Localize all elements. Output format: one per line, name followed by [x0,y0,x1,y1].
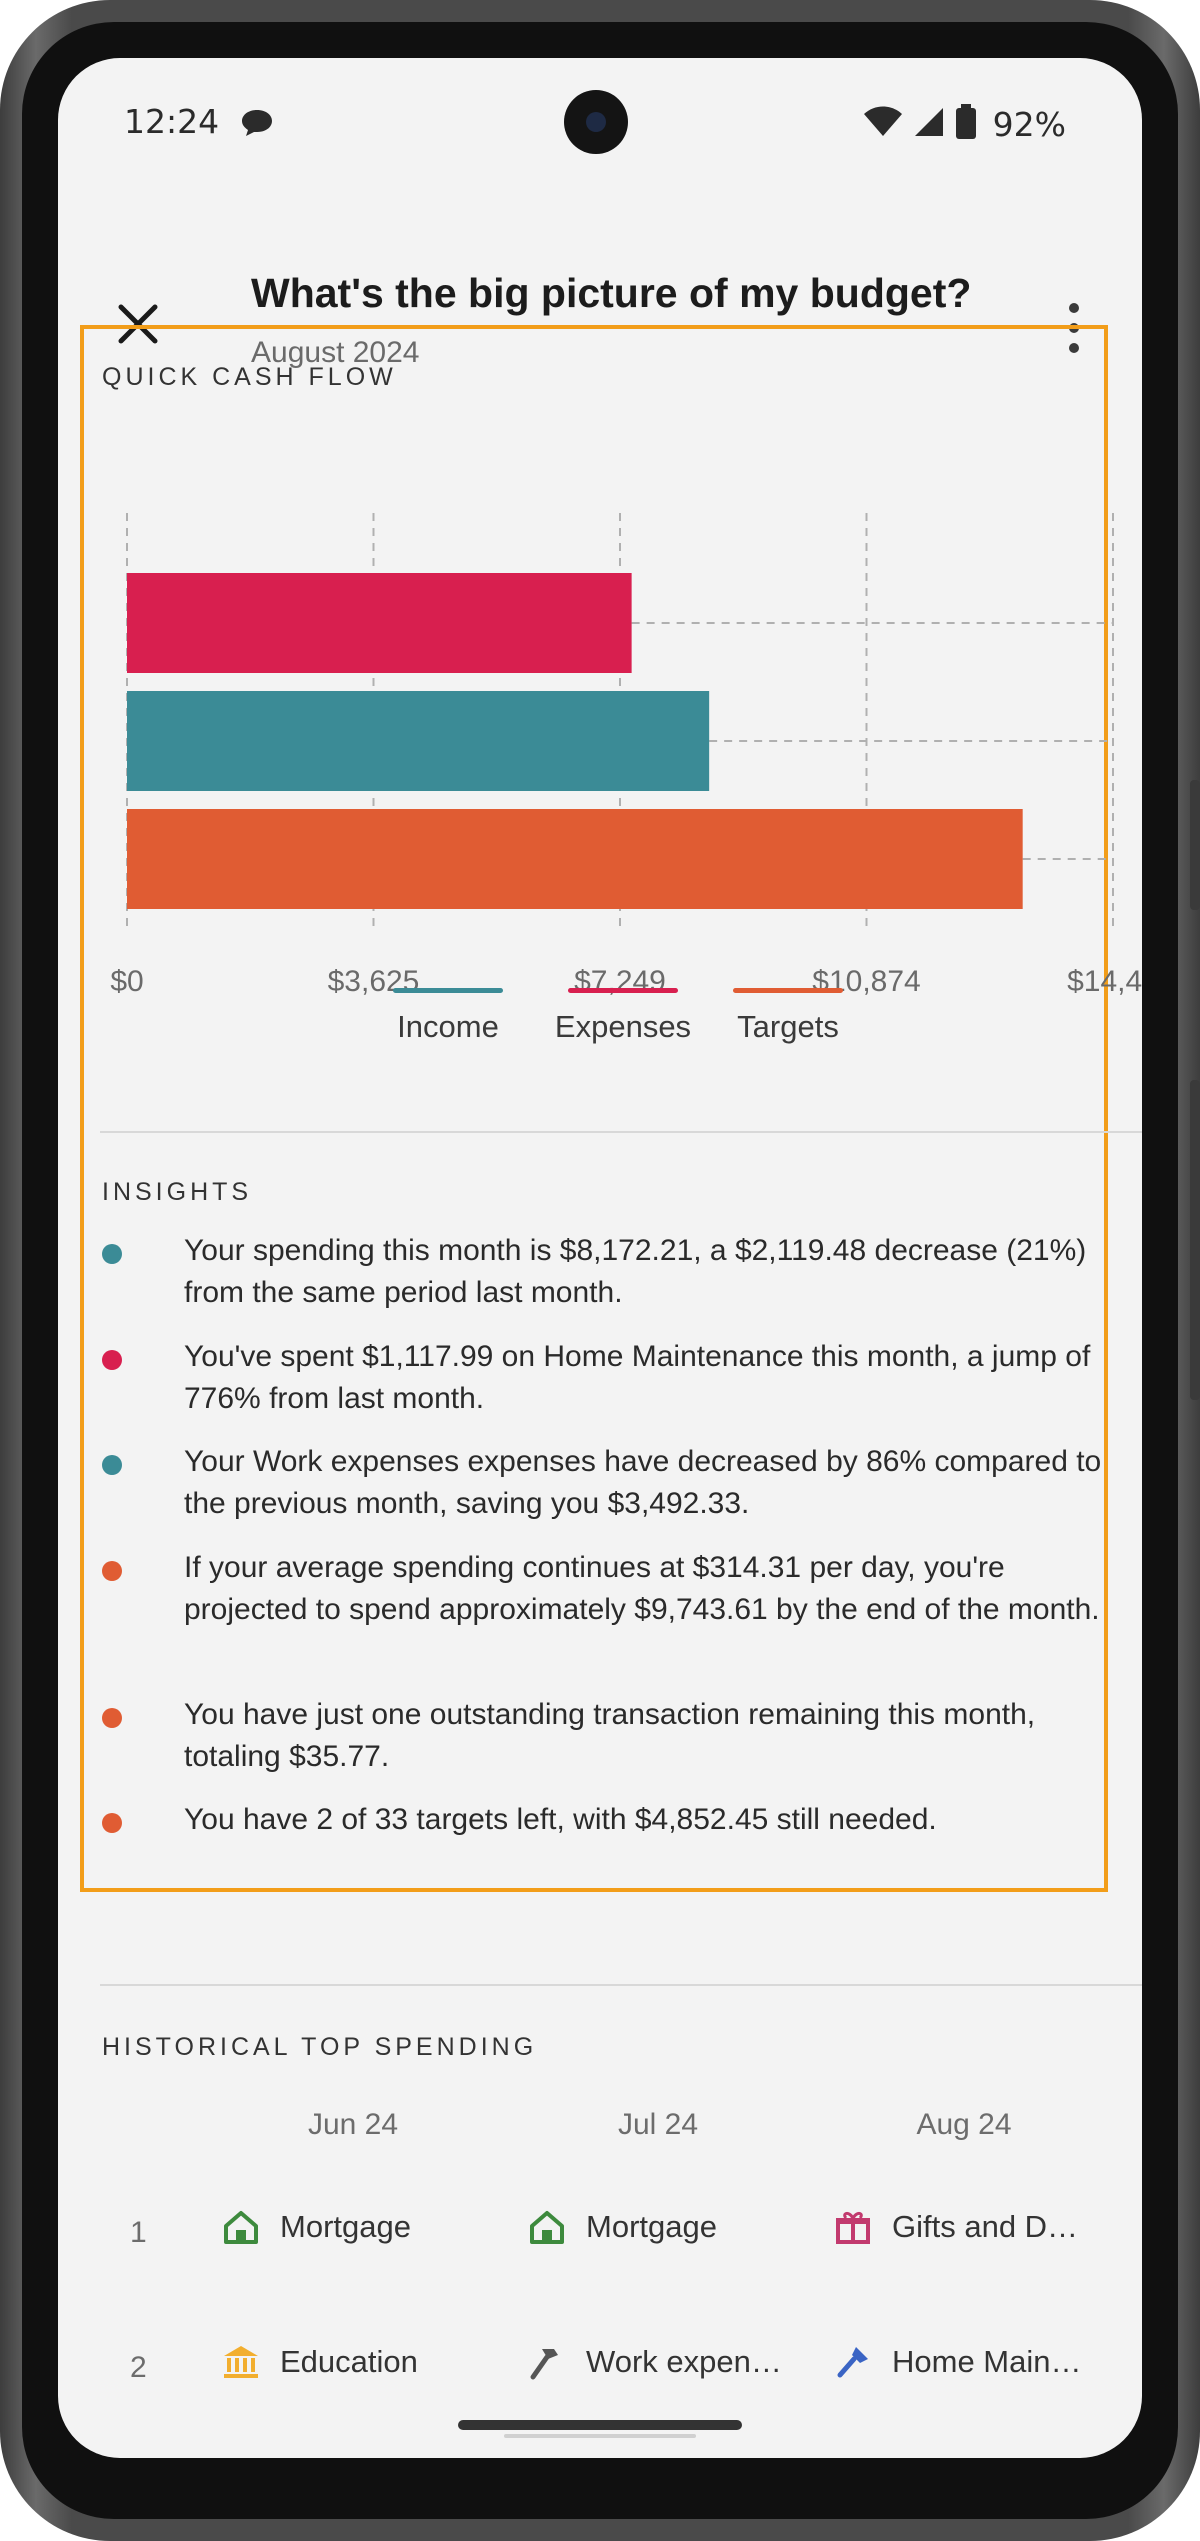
category-label: Mortgage [586,2209,717,2244]
paintbrush-icon [837,2347,868,2378]
section-divider [100,1984,1142,1986]
signal-icon [913,106,945,142]
rank-number: 2 [130,2351,147,2384]
home-gesture-shadow [504,2434,696,2438]
category-label: Mortgage [280,2209,411,2244]
legend-swatch-expenses [568,988,678,993]
status-time: 12:24 [124,102,220,141]
insight-bullet [102,1708,122,1728]
gift-icon [836,2211,870,2244]
historical-section-title: HISTORICAL TOP SPENDING [102,2033,538,2061]
insight-text: Your spending this month is $8,172.21, a… [184,1234,1087,1309]
insight-bullet [102,1813,122,1833]
bar-targets [127,809,1023,909]
bar-income [127,691,710,791]
spending-category-cell[interactable]: Gifts and D… [834,2208,1078,2246]
insight-bullet [102,1561,122,1581]
insights-section-title: INSIGHTS [102,1178,253,1206]
x-tick-label: $0 [110,965,143,998]
section-divider [100,1131,1142,1133]
wifi-icon [863,106,903,142]
close-icon [118,304,158,344]
bar-expenses [127,573,632,673]
bank-icon [224,2346,258,2378]
more-vertical-icon [1069,303,1079,353]
cash-flow-section-title: QUICK CASH FLOW [102,363,397,391]
battery-percentage: 92% [992,104,1066,144]
house-icon [224,2211,258,2244]
category-label: Work expen… [586,2344,782,2379]
rank-number: 1 [130,2216,147,2249]
spending-category-cell[interactable]: Home Main… [834,2343,1082,2381]
home-gesture-bar[interactable] [458,2420,742,2430]
volume-button [1190,1080,1200,1400]
screen: 12:24 92% What's the big picture of m [58,58,1142,2458]
spending-category-cell[interactable]: Education [222,2343,418,2381]
cash-flow-bar-chart: $0$3,625$7,249$10,874$14,49 [110,513,1142,998]
legend-item-income: Income [373,988,523,1045]
category-label: Home Main… [892,2344,1082,2379]
close-button[interactable] [108,294,168,354]
spending-category-cell[interactable]: Work expen… [528,2343,782,2381]
legend-label-targets: Targets [737,1009,839,1044]
month-header: Jun 24 [307,2108,399,2141]
insight-bullet [102,1455,122,1475]
legend-item-expenses: Expenses [523,988,723,1045]
legend-label-expenses: Expenses [554,1009,692,1044]
legend-label-income: Income [397,1009,499,1044]
spending-category-cell[interactable]: Mortgage [222,2208,411,2246]
chart-legend: Income Expenses Targets [58,988,1142,1078]
category-label: Education [280,2344,418,2379]
overflow-menu-button[interactable] [1054,298,1094,358]
power-button [1190,780,1200,910]
insight-text: If your average spending continues at $3… [184,1551,1100,1626]
month-header: Jul 24 [617,2108,699,2141]
insight-text: You've spent $1,117.99 on Home Maintenan… [184,1340,1091,1415]
house-icon [530,2211,564,2244]
month-header: Aug 24 [916,2108,1012,2141]
insight-bullet [102,1244,122,1264]
insight-text: You have 2 of 33 targets left, with $4,8… [184,1803,937,1836]
status-bar: 12:24 92% [58,58,1142,188]
insight-bullet [102,1350,122,1370]
legend-item-targets: Targets [698,988,878,1045]
insight-text: You have just one outstanding transactio… [184,1698,1036,1773]
hammer-icon [530,2349,558,2380]
chat-notification-icon [240,108,274,142]
legend-swatch-income [393,988,503,993]
page-title: What's the big picture of my budget? [251,270,972,316]
app-bar: What's the big picture of my budget? Aug… [58,218,1142,378]
insight-text: Your Work expenses expenses have decreas… [184,1445,1102,1520]
spending-category-cell[interactable]: Mortgage [528,2208,717,2246]
front-camera [564,90,628,154]
legend-swatch-targets [733,988,843,993]
page-subtitle: August 2024 [251,336,420,369]
system-icons: 92% [863,104,1066,144]
category-label: Gifts and D… [892,2209,1079,2244]
x-tick-label: $14,49 [1067,965,1142,998]
battery-icon [955,104,977,144]
